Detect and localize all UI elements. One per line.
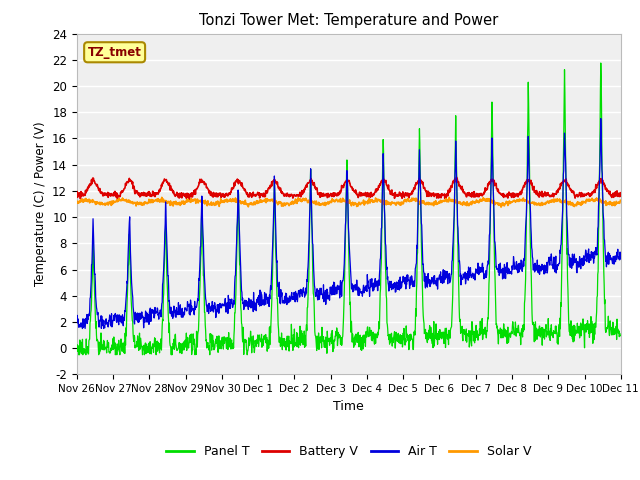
X-axis label: Time: Time xyxy=(333,400,364,413)
Text: TZ_tmet: TZ_tmet xyxy=(88,46,141,59)
Title: Tonzi Tower Met: Temperature and Power: Tonzi Tower Met: Temperature and Power xyxy=(199,13,499,28)
Legend: Panel T, Battery V, Air T, Solar V: Panel T, Battery V, Air T, Solar V xyxy=(161,440,536,463)
Y-axis label: Temperature (C) / Power (V): Temperature (C) / Power (V) xyxy=(33,122,47,286)
